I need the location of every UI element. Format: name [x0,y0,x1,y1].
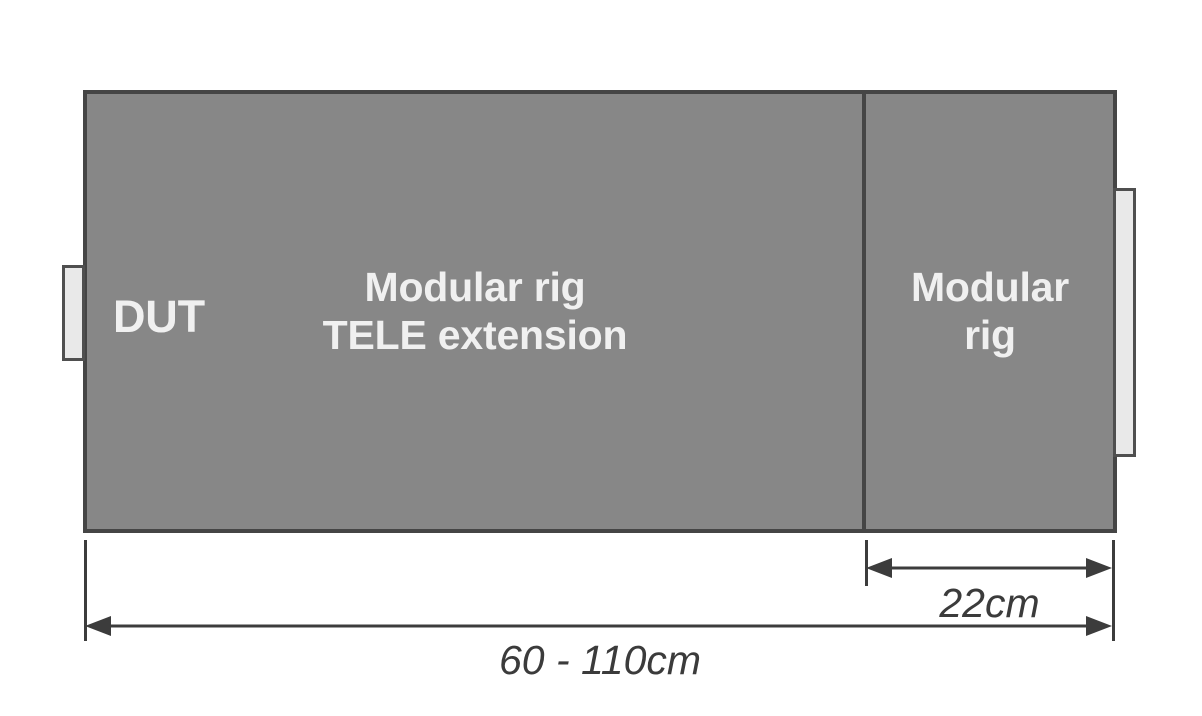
extension-line-right [1112,540,1115,641]
dimension-arrow-22cm [866,558,1112,578]
rig-assembly-box [83,90,1117,533]
left-connector-tab [62,265,85,361]
dut-label: DUT [113,291,205,342]
modular-rig-label: Modular rig [910,264,1070,358]
extension-line-left [84,540,87,641]
tele-extension-label: Modular rig TELE extension [322,264,628,358]
right-connector-tab [1113,188,1136,457]
dimension-label-total: 60 - 110cm [498,637,702,683]
dimension-label-22cm: 22cm [939,580,1040,626]
rig-section-divider [862,90,866,533]
